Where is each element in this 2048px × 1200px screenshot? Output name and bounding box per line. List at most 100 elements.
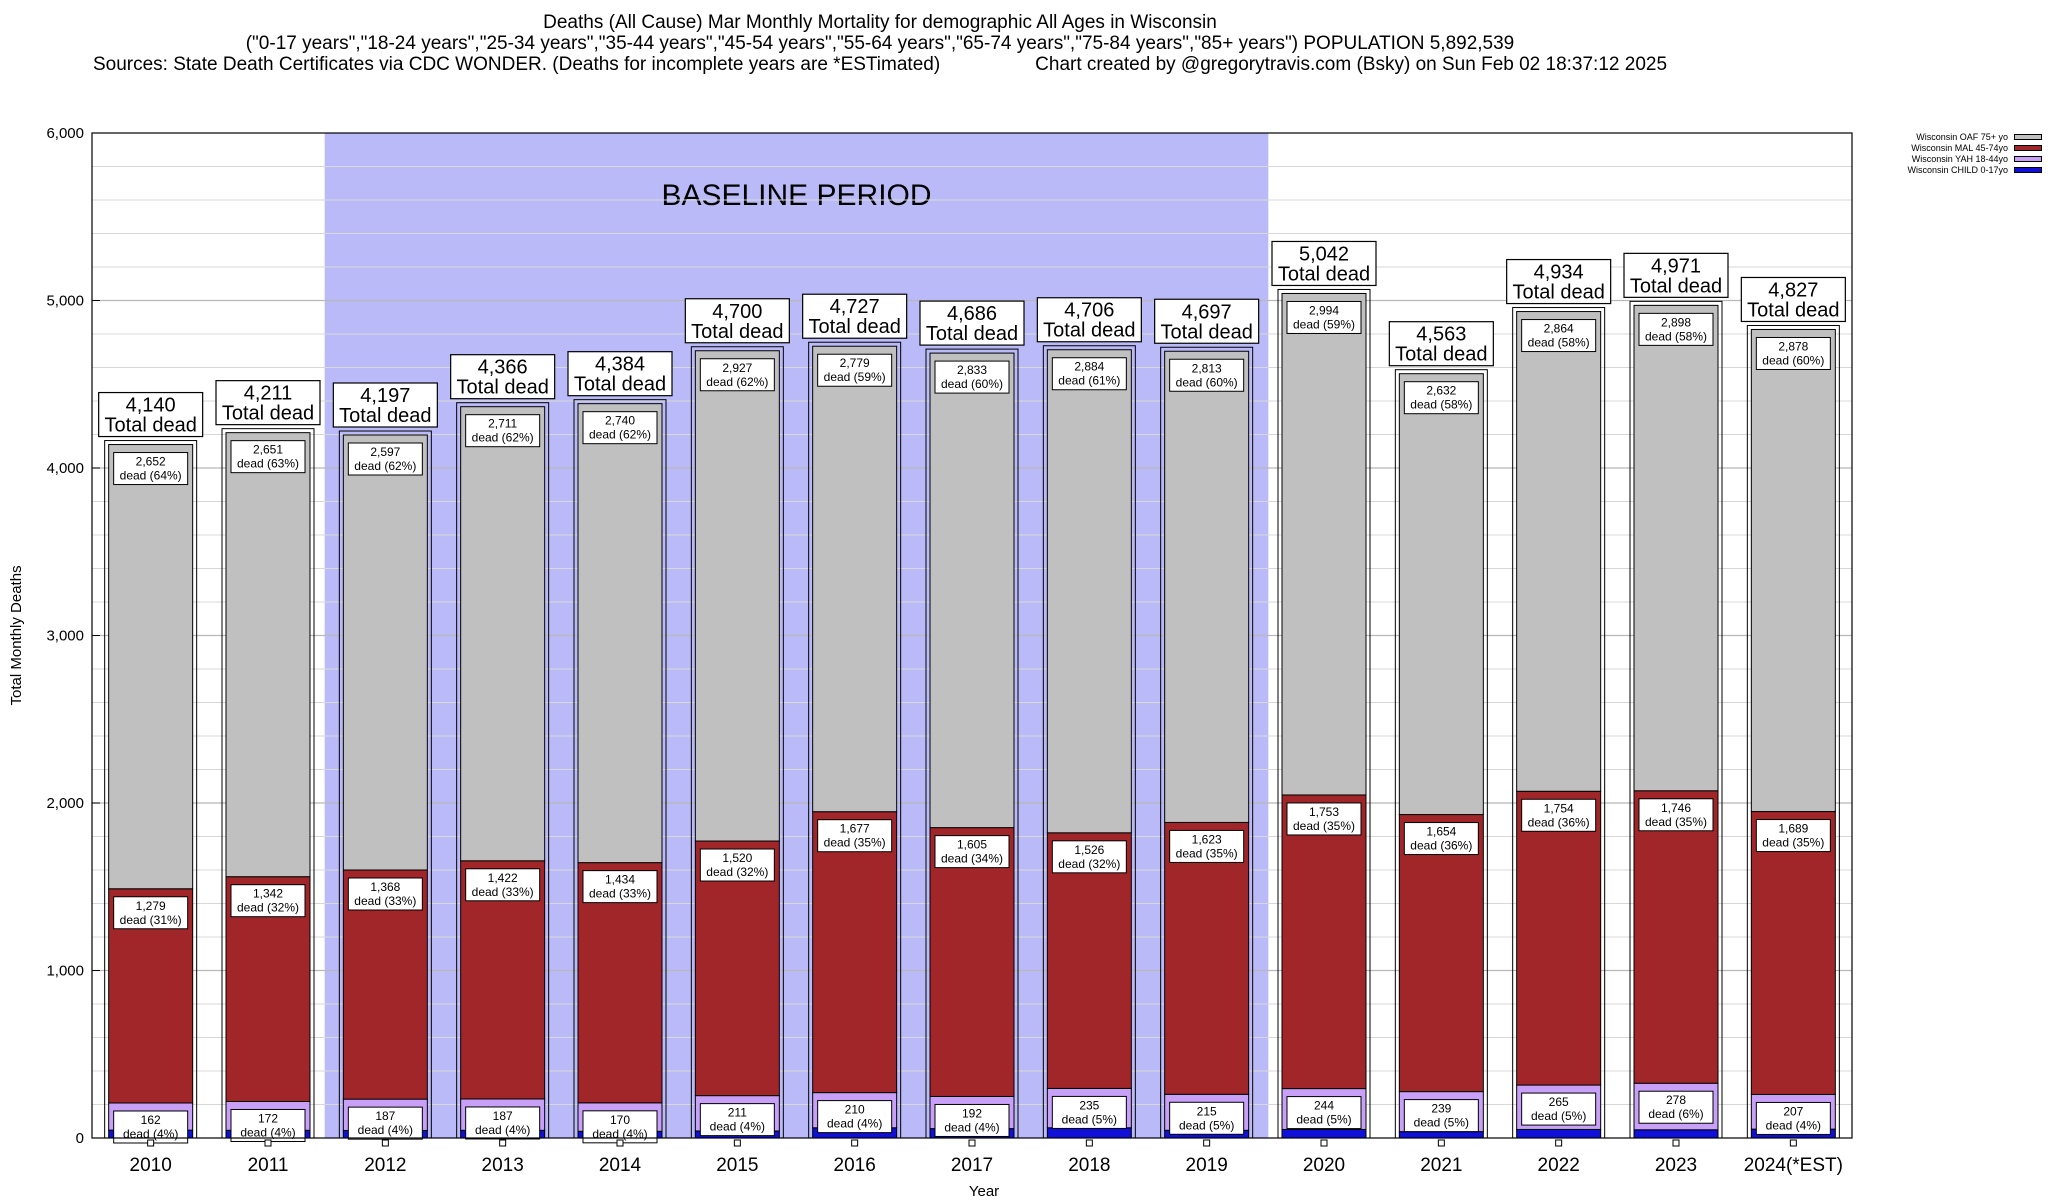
segment-value-label: 2,711 (488, 417, 517, 431)
segment-label-box (230, 1108, 306, 1142)
segment-value-label: 1,605 (957, 838, 987, 852)
segment-label-box (1286, 1096, 1362, 1130)
bar-base-marker (1203, 1139, 1211, 1147)
legend-swatch (2014, 155, 2042, 162)
segment-value-label: 162 (141, 1113, 161, 1127)
total-label-box (802, 293, 908, 339)
segment-value-label: 2,632 (1426, 384, 1456, 398)
bar-segment (225, 432, 311, 878)
x-tick-label: 2016 (834, 1155, 876, 1176)
segment-percent-label: dead (4%) (827, 1117, 882, 1131)
segment-percent-label: dead (58%) (1645, 329, 1707, 343)
total-value-label: 4,384 (595, 354, 645, 376)
legend-item: Wisconsin CHILD 0-17yo (1870, 164, 2042, 175)
segment-label-box (347, 1106, 423, 1140)
segment-label-box (1051, 840, 1127, 874)
segment-value-label: 1,677 (840, 822, 870, 836)
y-axis-label: Total Monthly Deaths (8, 565, 25, 706)
segment-value-label: 244 (1314, 1099, 1334, 1113)
bar-segment (1281, 1128, 1367, 1139)
x-tick-label: 2010 (130, 1155, 172, 1176)
segment-percent-label: dead (4%) (710, 1120, 765, 1134)
total-label-box (684, 298, 790, 344)
segment-label-box (817, 353, 893, 387)
total-label-box (450, 354, 556, 400)
segment-value-label: 2,651 (253, 443, 283, 457)
segment-label-box (817, 1100, 893, 1134)
segment-value-label: 2,779 (840, 356, 870, 370)
bar-segment (694, 350, 780, 842)
segment-label-box (347, 442, 423, 476)
segment-label-box (465, 1106, 541, 1140)
segment-value-label: 2,652 (136, 455, 166, 469)
total-label-box (1740, 276, 1846, 323)
total-label-box (1623, 252, 1729, 298)
segment-value-label: 1,623 (1192, 832, 1222, 846)
segment-percent-label: dead (5%) (1062, 1112, 1117, 1126)
segment-label-box (699, 848, 775, 882)
total-suffix-label: Total dead (691, 321, 783, 343)
x-tick-label: 2019 (1186, 1155, 1228, 1176)
segment-percent-label: dead (4%) (123, 1127, 178, 1141)
bar-base-marker (381, 1139, 389, 1147)
bar-segment (1398, 373, 1484, 816)
bar-segment (929, 352, 1015, 829)
y-tick-label: 2,000 (46, 795, 84, 812)
bar-base-marker (264, 1139, 272, 1147)
total-suffix-label: Total dead (1513, 282, 1605, 304)
segment-value-label: 187 (375, 1109, 395, 1123)
segment-label-box (1169, 829, 1245, 863)
x-tick-label: 2015 (716, 1155, 758, 1176)
segment-label-box (113, 896, 189, 930)
segment-value-label: 187 (493, 1109, 513, 1123)
total-label-box (215, 380, 321, 426)
segment-value-label: 1,422 (488, 871, 518, 885)
bar-segment (460, 406, 546, 862)
total-label-box (1506, 258, 1612, 305)
total-label-box (332, 382, 438, 428)
segment-percent-label: dead (4%) (475, 1123, 530, 1137)
segment-value-label: 2,833 (957, 363, 987, 377)
segment-label-box (1638, 1090, 1714, 1124)
bar-segment (1516, 311, 1602, 792)
chart-subtitle: ("0-17 years","18-24 years","25-34 years… (245, 33, 1515, 54)
total-label-box (567, 351, 673, 397)
bar-segment (1516, 1128, 1602, 1139)
total-label-box (1154, 298, 1260, 344)
total-suffix-label: Total dead (1747, 299, 1839, 321)
bar-segment (1164, 350, 1250, 823)
total-label-box (919, 300, 1025, 346)
segment-value-label: 265 (1549, 1095, 1569, 1109)
total-value-label: 4,934 (1534, 262, 1584, 284)
legend-label: Wisconsin YAH 18-44yo (1911, 153, 2008, 164)
segment-percent-label: dead (59%) (824, 370, 886, 384)
segment-percent-label: dead (35%) (824, 836, 886, 850)
segment-label-box (582, 870, 658, 904)
segment-label-box (230, 440, 306, 474)
legend-swatch (2014, 166, 2042, 173)
total-value-label: 4,706 (1064, 300, 1114, 322)
segment-value-label: 210 (845, 1103, 865, 1117)
segment-percent-label: dead (60%) (1176, 375, 1238, 389)
segment-label-box (934, 1103, 1010, 1137)
segment-label-box (1169, 1101, 1245, 1135)
chart-legend: Wisconsin OAF 75+ yo Wisconsin MAL 45-74y… (1870, 131, 2042, 175)
segment-label-box (1638, 312, 1714, 346)
legend-item: Wisconsin YAH 18-44yo (1870, 153, 2042, 164)
total-suffix-label: Total dead (1630, 275, 1722, 297)
chart-title-block: Deaths (All Cause) Mar Monthly Mortality… (0, 12, 1760, 75)
bar-base-marker (499, 1139, 507, 1147)
total-value-label: 4,563 (1416, 324, 1466, 346)
chart-source: Sources: State Death Certificates via CD… (92, 54, 1668, 75)
y-tick-label: 6,000 (46, 125, 84, 142)
total-suffix-label: Total dead (1043, 320, 1135, 342)
segment-value-label: 1,753 (1309, 805, 1339, 819)
bar-segment (1046, 1127, 1132, 1139)
segment-value-label: 2,884 (1074, 360, 1104, 374)
segment-value-label: 2,994 (1309, 303, 1339, 317)
bar-base-marker (1437, 1139, 1445, 1147)
segment-label-box (1755, 1101, 1831, 1135)
segment-percent-label: dead (62%) (472, 431, 534, 445)
bar-segment (108, 444, 194, 890)
